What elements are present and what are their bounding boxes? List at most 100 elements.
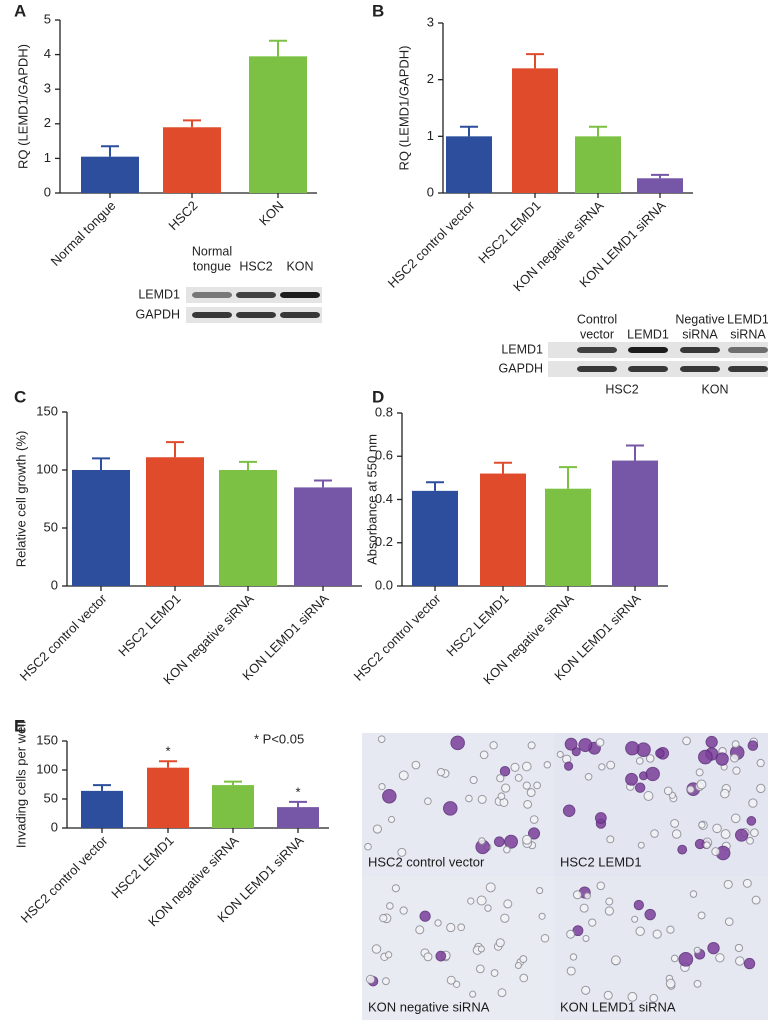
- cell: [477, 794, 487, 804]
- cell: [386, 902, 394, 910]
- error-bar: [224, 780, 242, 786]
- y-tick-label: 0.0: [375, 577, 393, 592]
- blot-band: [236, 312, 276, 318]
- cell: [500, 913, 510, 923]
- cell: [734, 943, 744, 953]
- cell: [423, 952, 433, 962]
- blot-band: [280, 312, 320, 318]
- blot-band: [728, 366, 768, 372]
- cell: [477, 945, 485, 953]
- y-tick-label: 2: [44, 115, 51, 130]
- blot-column-label: Control: [577, 312, 617, 326]
- cell: [465, 794, 473, 803]
- cell: [526, 788, 536, 798]
- error-bar: [269, 39, 287, 57]
- error-bar: [426, 481, 444, 491]
- error-bar: [93, 784, 111, 791]
- y-tick-label: 0.4: [375, 491, 393, 506]
- cell: [652, 929, 662, 939]
- cell: [522, 834, 532, 845]
- cell: [596, 881, 606, 891]
- error-bar: [239, 460, 257, 470]
- panel-label: B: [372, 1, 384, 20]
- cell: [501, 783, 511, 793]
- blot-row-label: LEMD1: [138, 287, 180, 301]
- cell: [655, 748, 665, 759]
- y-tick-label: 100: [36, 761, 58, 776]
- cell: [697, 911, 706, 920]
- cell: [693, 979, 702, 988]
- panel-label: A: [14, 1, 26, 20]
- bar: [219, 470, 277, 586]
- cell: [556, 750, 564, 758]
- cell: [479, 750, 489, 760]
- cell: [538, 912, 546, 920]
- cell: [635, 926, 645, 936]
- panel-label: E: [14, 716, 25, 735]
- error-bar: [183, 119, 201, 128]
- cell: [703, 841, 711, 850]
- y-tick-label: 150: [36, 403, 58, 418]
- cell: [521, 761, 532, 772]
- cell: [670, 818, 680, 828]
- cell: [566, 966, 576, 976]
- cell: [434, 919, 442, 927]
- cell: [527, 741, 536, 750]
- cell: [606, 760, 616, 770]
- cell: [604, 906, 615, 916]
- cell: [743, 957, 756, 970]
- cell: [693, 946, 701, 954]
- cell: [705, 735, 718, 749]
- cell: [579, 903, 589, 913]
- y-tick-label: 50: [44, 519, 58, 534]
- blot-group-label: KON: [701, 382, 728, 396]
- y-tick-label: 50: [44, 790, 58, 805]
- cell: [756, 758, 765, 768]
- cell: [514, 773, 523, 782]
- cell: [569, 953, 578, 961]
- blot-column-label: vector: [580, 327, 614, 341]
- cell: [467, 897, 475, 905]
- error-bar: [559, 466, 577, 489]
- cell: [384, 951, 393, 959]
- cell: [682, 736, 691, 746]
- cell: [598, 763, 606, 771]
- cell: [603, 990, 613, 1000]
- cell: [435, 950, 447, 962]
- cell: [735, 828, 749, 842]
- blot-column-label: siRNA: [682, 327, 718, 341]
- blot-row-label: LEMD1: [501, 342, 543, 356]
- y-tick-label: 0.8: [375, 404, 393, 419]
- cell: [504, 834, 519, 849]
- bar: [294, 487, 352, 586]
- error-bar: [460, 125, 478, 137]
- cell: [371, 944, 382, 954]
- cell: [391, 884, 400, 893]
- cell: [522, 781, 531, 790]
- cell: [637, 841, 645, 849]
- cell: [584, 772, 593, 781]
- cell: [670, 954, 679, 963]
- cell: [707, 941, 720, 955]
- blot-band: [577, 347, 617, 353]
- cell: [746, 836, 754, 845]
- significance-marker: *: [295, 784, 300, 799]
- y-tick-label: 3: [427, 14, 434, 29]
- cell: [489, 741, 498, 750]
- blot-column-label: LEMD1: [727, 312, 768, 326]
- cell: [686, 785, 695, 794]
- cell: [748, 798, 758, 808]
- bar: [480, 473, 526, 586]
- cell: [450, 735, 465, 751]
- cell: [365, 974, 376, 985]
- cell: [533, 781, 541, 790]
- cell: [694, 838, 706, 850]
- cell: [382, 789, 397, 804]
- cell: [443, 801, 458, 816]
- cell: [696, 779, 707, 790]
- blot-band: [280, 292, 320, 298]
- y-tick-label: 4: [44, 46, 51, 61]
- y-tick-label: 5: [44, 11, 51, 26]
- cell: [633, 899, 645, 911]
- cell: [730, 813, 741, 824]
